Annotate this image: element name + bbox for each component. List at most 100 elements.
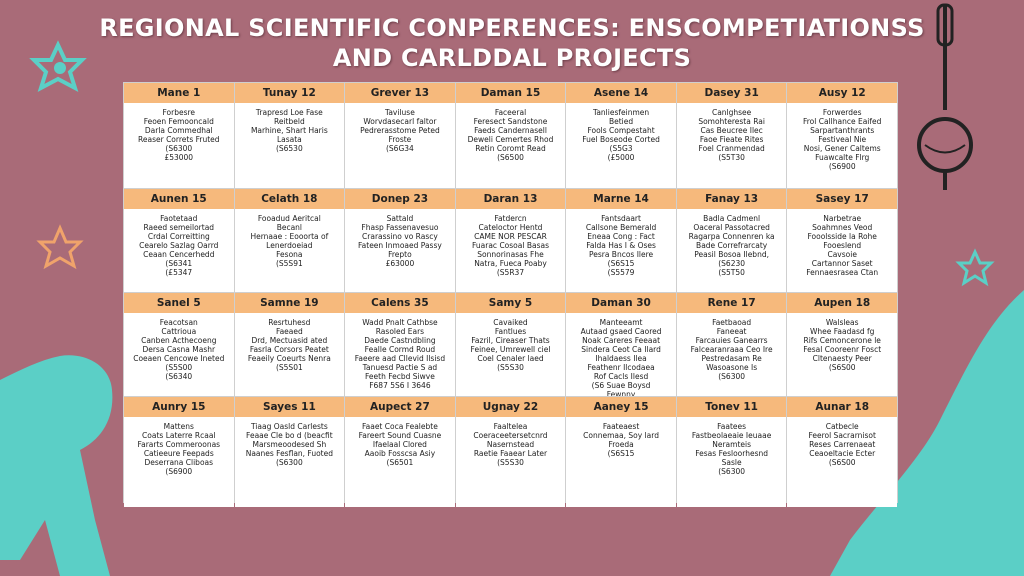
cell-line: Wadd Pnalt Cathbse — [362, 318, 438, 327]
cell-body: Badla Cadmenl Oaceral Passotacred Ragarpa … — [677, 209, 787, 277]
event-cell: Aunry 15 Mattens Coats Laterre Rcaal Farart… — [124, 397, 234, 507]
cell-line: (S6300 — [718, 467, 746, 476]
cell-line: Feinee, Umrewell ciel — [470, 345, 551, 354]
cell-line: Daede Castndbling — [364, 336, 436, 345]
cell-line: Pesra Bncos Ilere — [588, 250, 654, 259]
cell-header: Tonev 11 — [676, 397, 787, 417]
cell-line: Ihaldaess Ilea — [595, 354, 647, 363]
cell-line: (S5R37 — [496, 268, 525, 277]
cell-body: Mattens Coats Laterre Rcaal Fararts Commer… — [124, 417, 234, 476]
cell-line: (S6 Suae Boysd — [591, 381, 651, 390]
cell-body: Walsleas Whee Faadasd fg Rifs Cemoncerone … — [787, 313, 897, 372]
cell-line: Fastbeolaeaie Ieuaae — [691, 431, 772, 440]
cell-line: Fools Compestaht — [587, 126, 655, 135]
cell-line: Natra, Fueca Poaby — [474, 259, 547, 268]
cell-line: (S6501 — [386, 458, 414, 467]
cell-line: Faaet Coca Fealebte — [362, 422, 438, 431]
cell-line: Fateen Inmoaed Passy — [358, 241, 442, 250]
cell-line: Canlghsee — [711, 108, 752, 117]
cell-body: Faceeral Feresect Sandstone Faeds Canderna… — [456, 103, 566, 162]
cell-line: Lenerdoeiad — [266, 241, 313, 250]
cell-line: Wasoasone Is — [706, 363, 758, 372]
cell-header: Tunay 12 — [234, 83, 345, 103]
cell-line: Resrtuhesd — [268, 318, 311, 327]
cell-header: Sanel 5 — [124, 293, 234, 313]
cell-line: Feeth Fecbd Siwve — [365, 372, 435, 381]
cell-line: Connemaa, Soy lard — [583, 431, 659, 440]
cell-line: (S6300 — [165, 144, 193, 153]
cell-line: Fewnny — [606, 390, 636, 396]
cell-line: Faneeat — [716, 327, 747, 336]
cell-line: Cearelo Sazlag Oarrd — [139, 241, 219, 250]
cell-body: Wadd Pnalt Cathbse Rasoled Ears Daede Cast… — [345, 313, 455, 390]
cell-line: (£5347 — [165, 268, 193, 277]
cell-line: Forwerdes — [822, 108, 862, 117]
cell-line: Drd, Mectuasid ated — [251, 336, 328, 345]
cell-line: Sarpartanthrants — [810, 126, 875, 135]
cell-line: Dersa Casna Mashr — [142, 345, 216, 354]
cell-line: Naanes Fesflan, Fuoted — [245, 449, 333, 458]
cell-header: Grever 13 — [345, 83, 455, 103]
cell-line: (S5S91 — [275, 259, 303, 268]
event-cell: Fanay 13 Badla Cadmenl Oaceral Passotacred… — [676, 189, 787, 292]
cell-line: Rasoled Ears — [375, 327, 425, 336]
cell-line: Festiveal Nie — [818, 135, 867, 144]
cell-line: Feathenr Ilcodaea — [587, 363, 655, 372]
cell-line: (S6G34 — [386, 144, 414, 153]
cell-body: Tanliesfeinmen Betied Fools Compestaht Fuel… — [566, 103, 676, 162]
cell-line: Somohteresta Rai — [698, 117, 765, 126]
cell-line: Faetbaoad — [712, 318, 752, 327]
event-cell: Ugnay 22 Faaltelea Coeraceetersetcnrd Naser… — [455, 397, 566, 507]
cell-header: Samy 5 — [455, 293, 566, 313]
cell-body: Faotetaad Raeed semeilortad Crdal Correitt… — [124, 209, 234, 277]
cell-body: Sattald Fhasp Fassenavesuo Crarassino vo R… — [345, 209, 455, 268]
cell-line: Feaae Cle bo d (beacfit — [246, 431, 333, 440]
cell-line: CAME NOR PESCAR — [474, 232, 547, 241]
cell-body: Resrtuhesd Faeaed Drd, Mectuasid ated Fasrl… — [235, 313, 345, 372]
cell-body: Faetbaoad Faneeat Farcauies Ganearrs Falcea… — [677, 313, 787, 381]
cell-line: Hernaae : Eooorta of — [250, 232, 329, 241]
cell-line: Lasata — [276, 135, 302, 144]
cell-line: Fareert Sound Cuasne — [358, 431, 442, 440]
cell-header: Marne 14 — [566, 189, 676, 209]
cell-line: Faateaest — [602, 422, 640, 431]
cell-header: Aunen 15 — [124, 189, 234, 209]
cell-line: Falda Has I & Oses — [586, 241, 656, 250]
cell-line: Fantlues — [494, 327, 527, 336]
cell-line: (S6530 — [275, 144, 303, 153]
cell-line: Cateloctor Hentd — [478, 223, 543, 232]
cell-header: Aaney 15 — [566, 397, 676, 417]
cell-header: Celath 18 — [234, 189, 345, 209]
cell-line: Peasil Bosoa Ilebnd, — [694, 250, 769, 259]
cell-line: Frol Callhance Eaifed — [803, 117, 882, 126]
title: AND CARLDDAL PROJECTS — [332, 44, 692, 72]
cell-body: Narbetrae Soahmnes Veod Fooolsside la Rohe… — [787, 209, 897, 277]
cell-line: Faeds Candernasell — [474, 126, 547, 135]
event-cell: Tunay 12 Trapresd Loe Fase Reitbeld Marhine… — [234, 83, 345, 188]
cell-line: Aaoib Fosscsa Asiy — [364, 449, 436, 458]
cell-line: Fazril, Cireaser Thats — [471, 336, 550, 345]
cell-line: Nasernstead — [486, 440, 535, 449]
cell-line: Callsone Bemerald — [585, 223, 657, 232]
cell-line: Pestredasam Re — [701, 354, 762, 363]
cell-line: Reitbeld — [273, 117, 305, 126]
cell-line: (S6300 — [275, 458, 303, 467]
event-cell: Daman 15 Faceeral Feresect Sandstone Faeds … — [455, 83, 566, 188]
cell-line: F687 5S6 I 3646 — [369, 381, 431, 390]
cell-body: Faateaest Connemaa, Soy lard Froeda (S6S15 — [566, 417, 676, 458]
cell-line: £53000 — [164, 153, 194, 162]
cell-line: Froeda — [608, 440, 634, 449]
cell-header: Calens 35 — [345, 293, 455, 313]
cell-line: Bade Correfrarcaty — [696, 241, 768, 250]
event-cell: Aaney 15 Faateaest Connemaa, Soy lard Froed… — [566, 397, 676, 507]
cell-line: Deserrana Cliboas — [144, 458, 214, 467]
cell-line: Coel Cenaler laed — [477, 354, 544, 363]
cell-line: Forbesre — [162, 108, 196, 117]
cell-line: Fennaesrasea Ctan — [806, 268, 879, 277]
cell-line: Faatees — [717, 422, 747, 431]
event-cell: Rene 17 Faetbaoad Faneeat Farcauies Ganearr… — [676, 293, 787, 396]
cell-line: Fatdercn — [494, 214, 527, 223]
event-cell: Samne 19 Resrtuhesd Faeaed Drd, Mectuasid a… — [234, 293, 345, 396]
cell-line: Rifs Cemoncerone le — [803, 336, 881, 345]
cell-line: Fuel Boseode Corted — [582, 135, 660, 144]
